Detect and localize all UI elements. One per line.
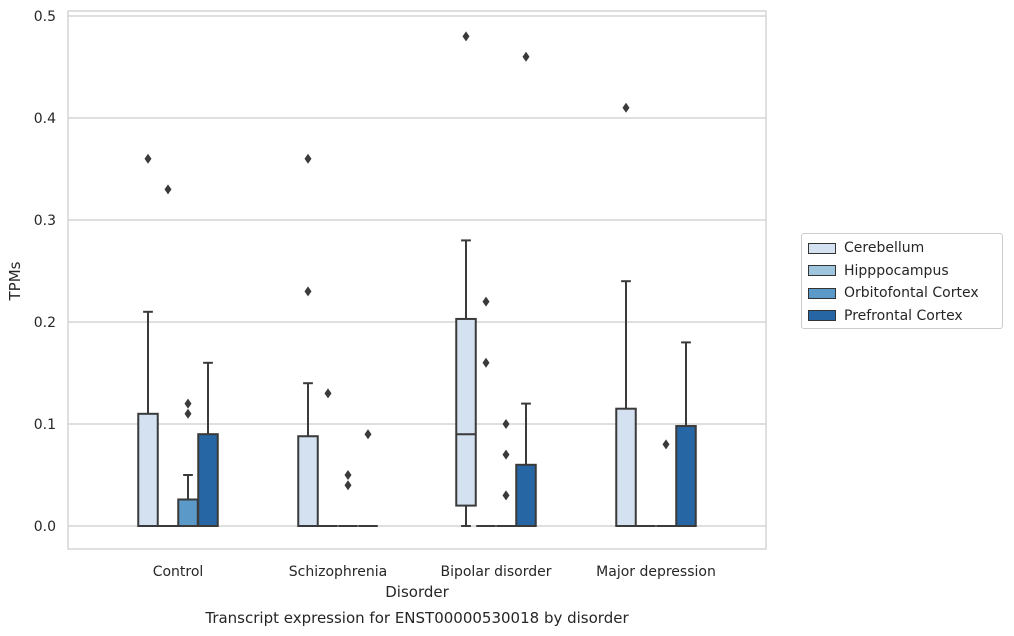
y-tick-label: 0.3: [34, 213, 56, 229]
outlier-point: [304, 153, 312, 164]
box-orbitofontal-cortex-0: [177, 474, 199, 528]
box-body: [137, 412, 159, 527]
outlier-point: [502, 490, 510, 501]
legend-item: Hipppocampus: [808, 260, 996, 283]
x-tick-label: Major depression: [596, 564, 716, 580]
x-axis-title: Disorder: [385, 583, 449, 601]
outliers: [144, 31, 670, 501]
outlier-point: [164, 184, 172, 195]
y-tick-label: 0.1: [34, 417, 56, 433]
grid-lines: [68, 15, 766, 527]
y-tick-label: 0.2: [34, 315, 56, 331]
box-cerebellum-1: [297, 382, 319, 527]
box-prefrontal-cortex-3: [675, 341, 697, 528]
outlier-point: [184, 408, 192, 419]
outlier-point: [622, 102, 630, 113]
box-cerebellum-0: [137, 310, 159, 527]
legend-label: Cerebellum: [844, 240, 925, 257]
chart-caption: Transcript expression for ENST0000053001…: [204, 609, 629, 627]
legend-swatch: [808, 287, 836, 299]
y-axis-title: TPMs: [6, 261, 24, 301]
x-tick-label: Bipolar disorder: [440, 564, 551, 580]
legend-item: Orbitofontal Cortex: [808, 282, 996, 305]
box-body: [455, 317, 477, 507]
y-tick-label: 0.0: [34, 519, 56, 535]
outlier-point: [304, 286, 312, 297]
x-tick-label: Schizophrenia: [289, 564, 387, 580]
legend-swatch: [808, 242, 836, 254]
outlier-point: [364, 429, 372, 440]
outlier-point: [482, 357, 490, 368]
outlier-point: [522, 51, 530, 62]
x-tick-label: Control: [153, 564, 204, 580]
legend: Cerebellum Hipppocampus Orbitofontal Corte…: [801, 233, 1003, 329]
outlier-point: [662, 439, 670, 450]
legend-label: Hipppocampus: [844, 262, 949, 279]
box-cerebellum-3: [615, 280, 637, 528]
legend-label: Orbitofontal Cortex: [844, 285, 979, 302]
box-body: [177, 498, 199, 528]
box-cerebellum-2: [455, 239, 477, 527]
box-body: [197, 433, 219, 528]
legend-swatch: [808, 265, 836, 277]
box-prefrontal-cortex-2: [515, 402, 537, 527]
box-prefrontal-cortex-0: [197, 361, 219, 528]
outlier-point: [184, 398, 192, 409]
legend-label: Prefrontal Cortex: [844, 307, 963, 324]
outlier-point: [344, 470, 352, 480]
legend-swatch: [808, 310, 836, 322]
y-tick-label: 0.5: [34, 9, 56, 25]
legend-item: Cerebellum: [808, 237, 996, 260]
x-tick-labels: Control Schizophrenia Bipolar disorder Majo…: [153, 564, 716, 580]
legend-item: Prefrontal Cortex: [808, 305, 996, 328]
outlier-point: [344, 480, 352, 491]
outlier-point: [482, 296, 490, 307]
box-body: [515, 463, 537, 527]
y-tick-label: 0.4: [34, 111, 56, 127]
boxes: [137, 239, 697, 528]
outlier-point: [144, 153, 152, 164]
outlier-point: [502, 449, 510, 460]
y-tick-labels: 0.0 0.1 0.2 0.3 0.4 0.5: [34, 9, 56, 535]
outlier-point: [502, 419, 510, 429]
plot-frame: [67, 10, 767, 550]
box-body: [297, 435, 319, 527]
outlier-point: [324, 388, 332, 399]
box-body: [615, 407, 637, 528]
box-body: [675, 425, 697, 528]
outlier-point: [462, 31, 470, 42]
